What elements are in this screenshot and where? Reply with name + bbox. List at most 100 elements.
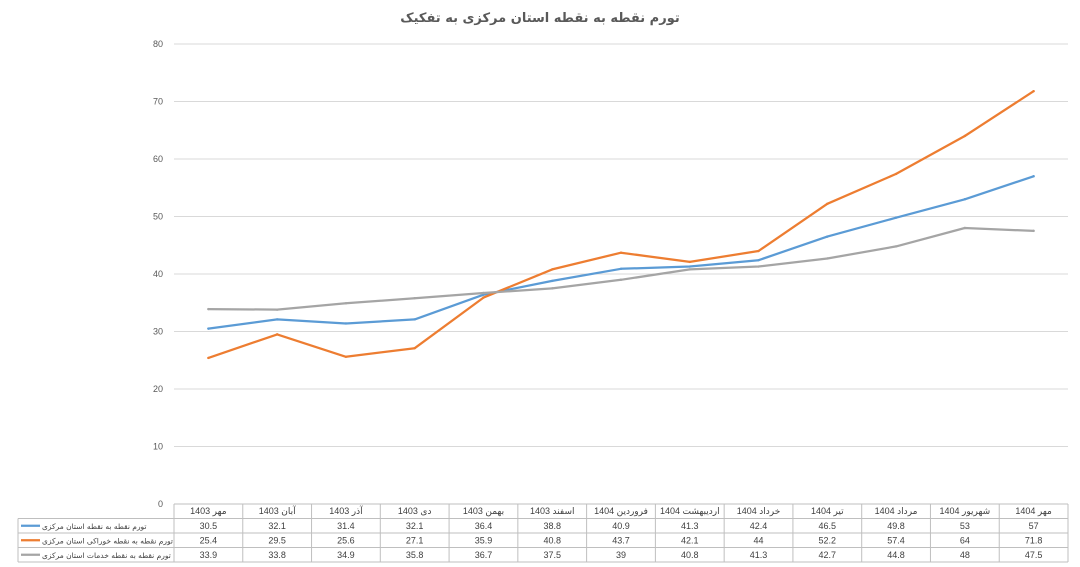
data-label: 42.7 xyxy=(819,550,837,560)
category-label: آبان 1403 xyxy=(259,505,296,516)
data-point xyxy=(482,291,485,295)
data-point xyxy=(757,249,760,253)
data-label: 48 xyxy=(960,550,970,560)
data-label: 40.8 xyxy=(681,550,699,560)
data-point xyxy=(963,198,967,201)
data-label: 71.8 xyxy=(1025,535,1043,545)
data-point xyxy=(894,216,898,219)
data-label: 32.1 xyxy=(406,521,424,531)
data-label: 40.9 xyxy=(612,521,630,531)
data-point xyxy=(963,134,967,138)
data-point xyxy=(551,287,554,290)
category-label: مهر 1404 xyxy=(1015,506,1052,516)
data-point xyxy=(275,333,279,336)
data-point xyxy=(757,259,760,262)
data-label: 41.3 xyxy=(681,521,699,531)
y-tick-label: 60 xyxy=(153,154,163,164)
data-label: 46.5 xyxy=(819,521,837,531)
category-label: دی 1403 xyxy=(398,506,432,516)
data-label: 39 xyxy=(616,550,626,560)
gridlines xyxy=(174,43,1068,447)
data-label: 30.5 xyxy=(200,521,218,531)
data-label: 43.7 xyxy=(612,535,630,545)
data-label: 33.9 xyxy=(200,550,218,560)
data-label: 29.5 xyxy=(268,535,286,545)
category-label: آذر 1403 xyxy=(329,505,363,516)
series-lines xyxy=(207,89,1035,360)
data-label: 42.4 xyxy=(750,521,768,531)
category-label: خرداد 1404 xyxy=(737,506,781,516)
data-label: 25.4 xyxy=(200,535,218,545)
data-label: 64 xyxy=(960,535,970,545)
data-point xyxy=(413,346,416,350)
data-label: 53 xyxy=(960,521,970,531)
data-point xyxy=(826,202,829,206)
data-point xyxy=(963,226,967,230)
data-point xyxy=(619,251,623,254)
category-label: فروردین 1404 xyxy=(594,506,648,516)
data-label: 35.8 xyxy=(406,550,424,560)
y-tick-label: 50 xyxy=(153,212,163,222)
data-label: 32.1 xyxy=(268,521,286,531)
data-point xyxy=(1032,229,1035,233)
data-point xyxy=(275,308,279,311)
data-label: 44.8 xyxy=(887,550,905,560)
data-point xyxy=(344,302,348,305)
y-tick-label: 20 xyxy=(153,384,163,394)
data-point xyxy=(894,245,898,248)
chart-title: تورم نقطه به نقطه استان مرکزی به تفکیک xyxy=(400,11,679,26)
data-label: 57.4 xyxy=(887,535,905,545)
data-point xyxy=(688,268,691,271)
data-point xyxy=(551,268,554,271)
data-point xyxy=(413,296,416,300)
data-point xyxy=(344,322,348,325)
data-point xyxy=(826,235,829,238)
category-label: تیر 1404 xyxy=(811,506,844,516)
data-label: 36.4 xyxy=(475,521,493,531)
category-label: مرداد 1404 xyxy=(875,506,918,516)
legend-label: تورم نقطه به نقطه خدمات استان مرکزی xyxy=(42,551,171,560)
legend-label: تورم نقطه به نقطه استان مرکزی xyxy=(42,522,147,531)
data-label: 35.9 xyxy=(475,535,493,545)
data-label: 57 xyxy=(1029,521,1039,531)
data-point xyxy=(551,279,554,283)
data-label: 47.5 xyxy=(1025,550,1043,560)
data-point xyxy=(826,257,829,260)
data-point xyxy=(207,356,210,360)
data-label: 36.7 xyxy=(475,550,493,560)
legend-label: تورم نقطه به نقطه خوراکی استان مرکزی xyxy=(42,536,173,545)
y-tick-label: 30 xyxy=(153,327,163,337)
category-label: مهر 1403 xyxy=(190,506,227,516)
data-label: 34.9 xyxy=(337,550,355,560)
data-label: 40.8 xyxy=(543,535,561,545)
data-label: 38.8 xyxy=(543,521,561,531)
category-label: اردیبهشت 1404 xyxy=(660,506,720,516)
data-label: 42.1 xyxy=(681,535,699,545)
series-line xyxy=(207,90,1035,360)
data-label: 49.8 xyxy=(887,521,905,531)
category-label: بهمن 1403 xyxy=(463,506,504,516)
y-tick-label: 0 xyxy=(158,499,163,509)
data-label: 31.4 xyxy=(337,521,355,531)
y-tick-label: 40 xyxy=(153,269,163,279)
data-label: 27.1 xyxy=(406,535,424,545)
data-point xyxy=(413,318,416,321)
data-point xyxy=(688,260,691,264)
y-tick-label: 10 xyxy=(153,442,163,452)
data-point xyxy=(619,278,623,281)
y-tick-label: 70 xyxy=(153,97,163,107)
data-table: مهر 1403 آبان 1403 آذر 1403 دی 1403 بهمن 140… xyxy=(17,503,1069,563)
data-label: 33.8 xyxy=(268,550,286,560)
data-point xyxy=(619,267,623,271)
category-label: اسفند 1403 xyxy=(530,506,575,516)
data-point xyxy=(757,265,760,268)
data-point xyxy=(894,172,898,176)
data-point xyxy=(207,307,210,311)
data-point xyxy=(1032,175,1035,178)
data-label: 25.6 xyxy=(337,535,355,545)
data-point xyxy=(207,327,210,330)
y-axis-tick-labels: 0 10 20 30 40 50 60 70 80 xyxy=(153,39,163,509)
data-point xyxy=(482,296,485,299)
category-label: شهریور 1404 xyxy=(940,506,991,516)
